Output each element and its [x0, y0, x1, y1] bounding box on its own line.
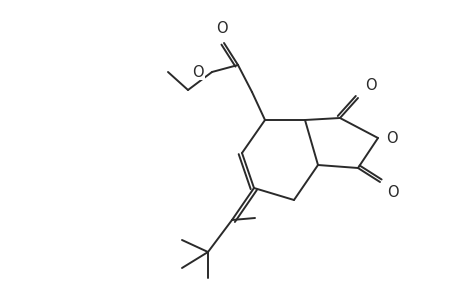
- Text: O: O: [216, 21, 227, 36]
- Text: O: O: [192, 64, 203, 80]
- Text: O: O: [364, 78, 376, 93]
- Text: O: O: [385, 130, 397, 146]
- Text: O: O: [386, 185, 398, 200]
